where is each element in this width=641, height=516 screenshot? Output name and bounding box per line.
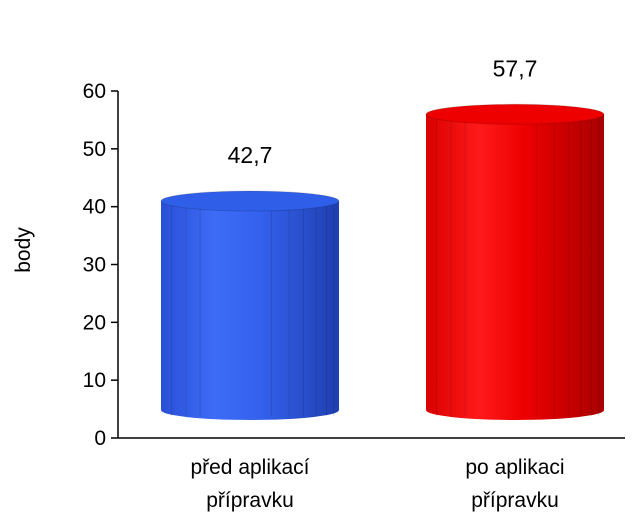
y-tick-label: 0 — [94, 427, 106, 450]
y-tick-label: 10 — [83, 369, 106, 392]
y-ticks: 0 10 20 30 40 50 60 — [83, 80, 118, 450]
category-label-1: před aplikací — [190, 456, 309, 479]
value-label-2: 57,7 — [493, 55, 538, 81]
y-tick-label: 60 — [83, 80, 106, 103]
y-tick-label: 40 — [83, 196, 106, 219]
bar-1 — [160, 190, 340, 420]
bar-2 — [425, 103, 605, 420]
category-label-2: přípravku — [471, 489, 559, 512]
value-labels: 42,7 57,7 — [228, 55, 538, 168]
y-axis-title: body — [12, 227, 35, 273]
bar-top-cap — [425, 103, 605, 125]
y-tick-label: 20 — [83, 311, 106, 334]
category-label-1: přípravku — [206, 489, 294, 512]
bar-body — [161, 201, 339, 420]
bar-top-cap — [160, 190, 340, 212]
category-label-2: po aplikaci — [465, 456, 564, 479]
y-tick-label: 30 — [83, 254, 106, 277]
y-tick-label: 50 — [83, 138, 106, 161]
bar-body — [426, 114, 604, 420]
category-labels: před aplikací přípravku po aplikaci příprav… — [190, 456, 564, 512]
value-label-1: 42,7 — [228, 142, 273, 168]
bars — [160, 103, 605, 420]
